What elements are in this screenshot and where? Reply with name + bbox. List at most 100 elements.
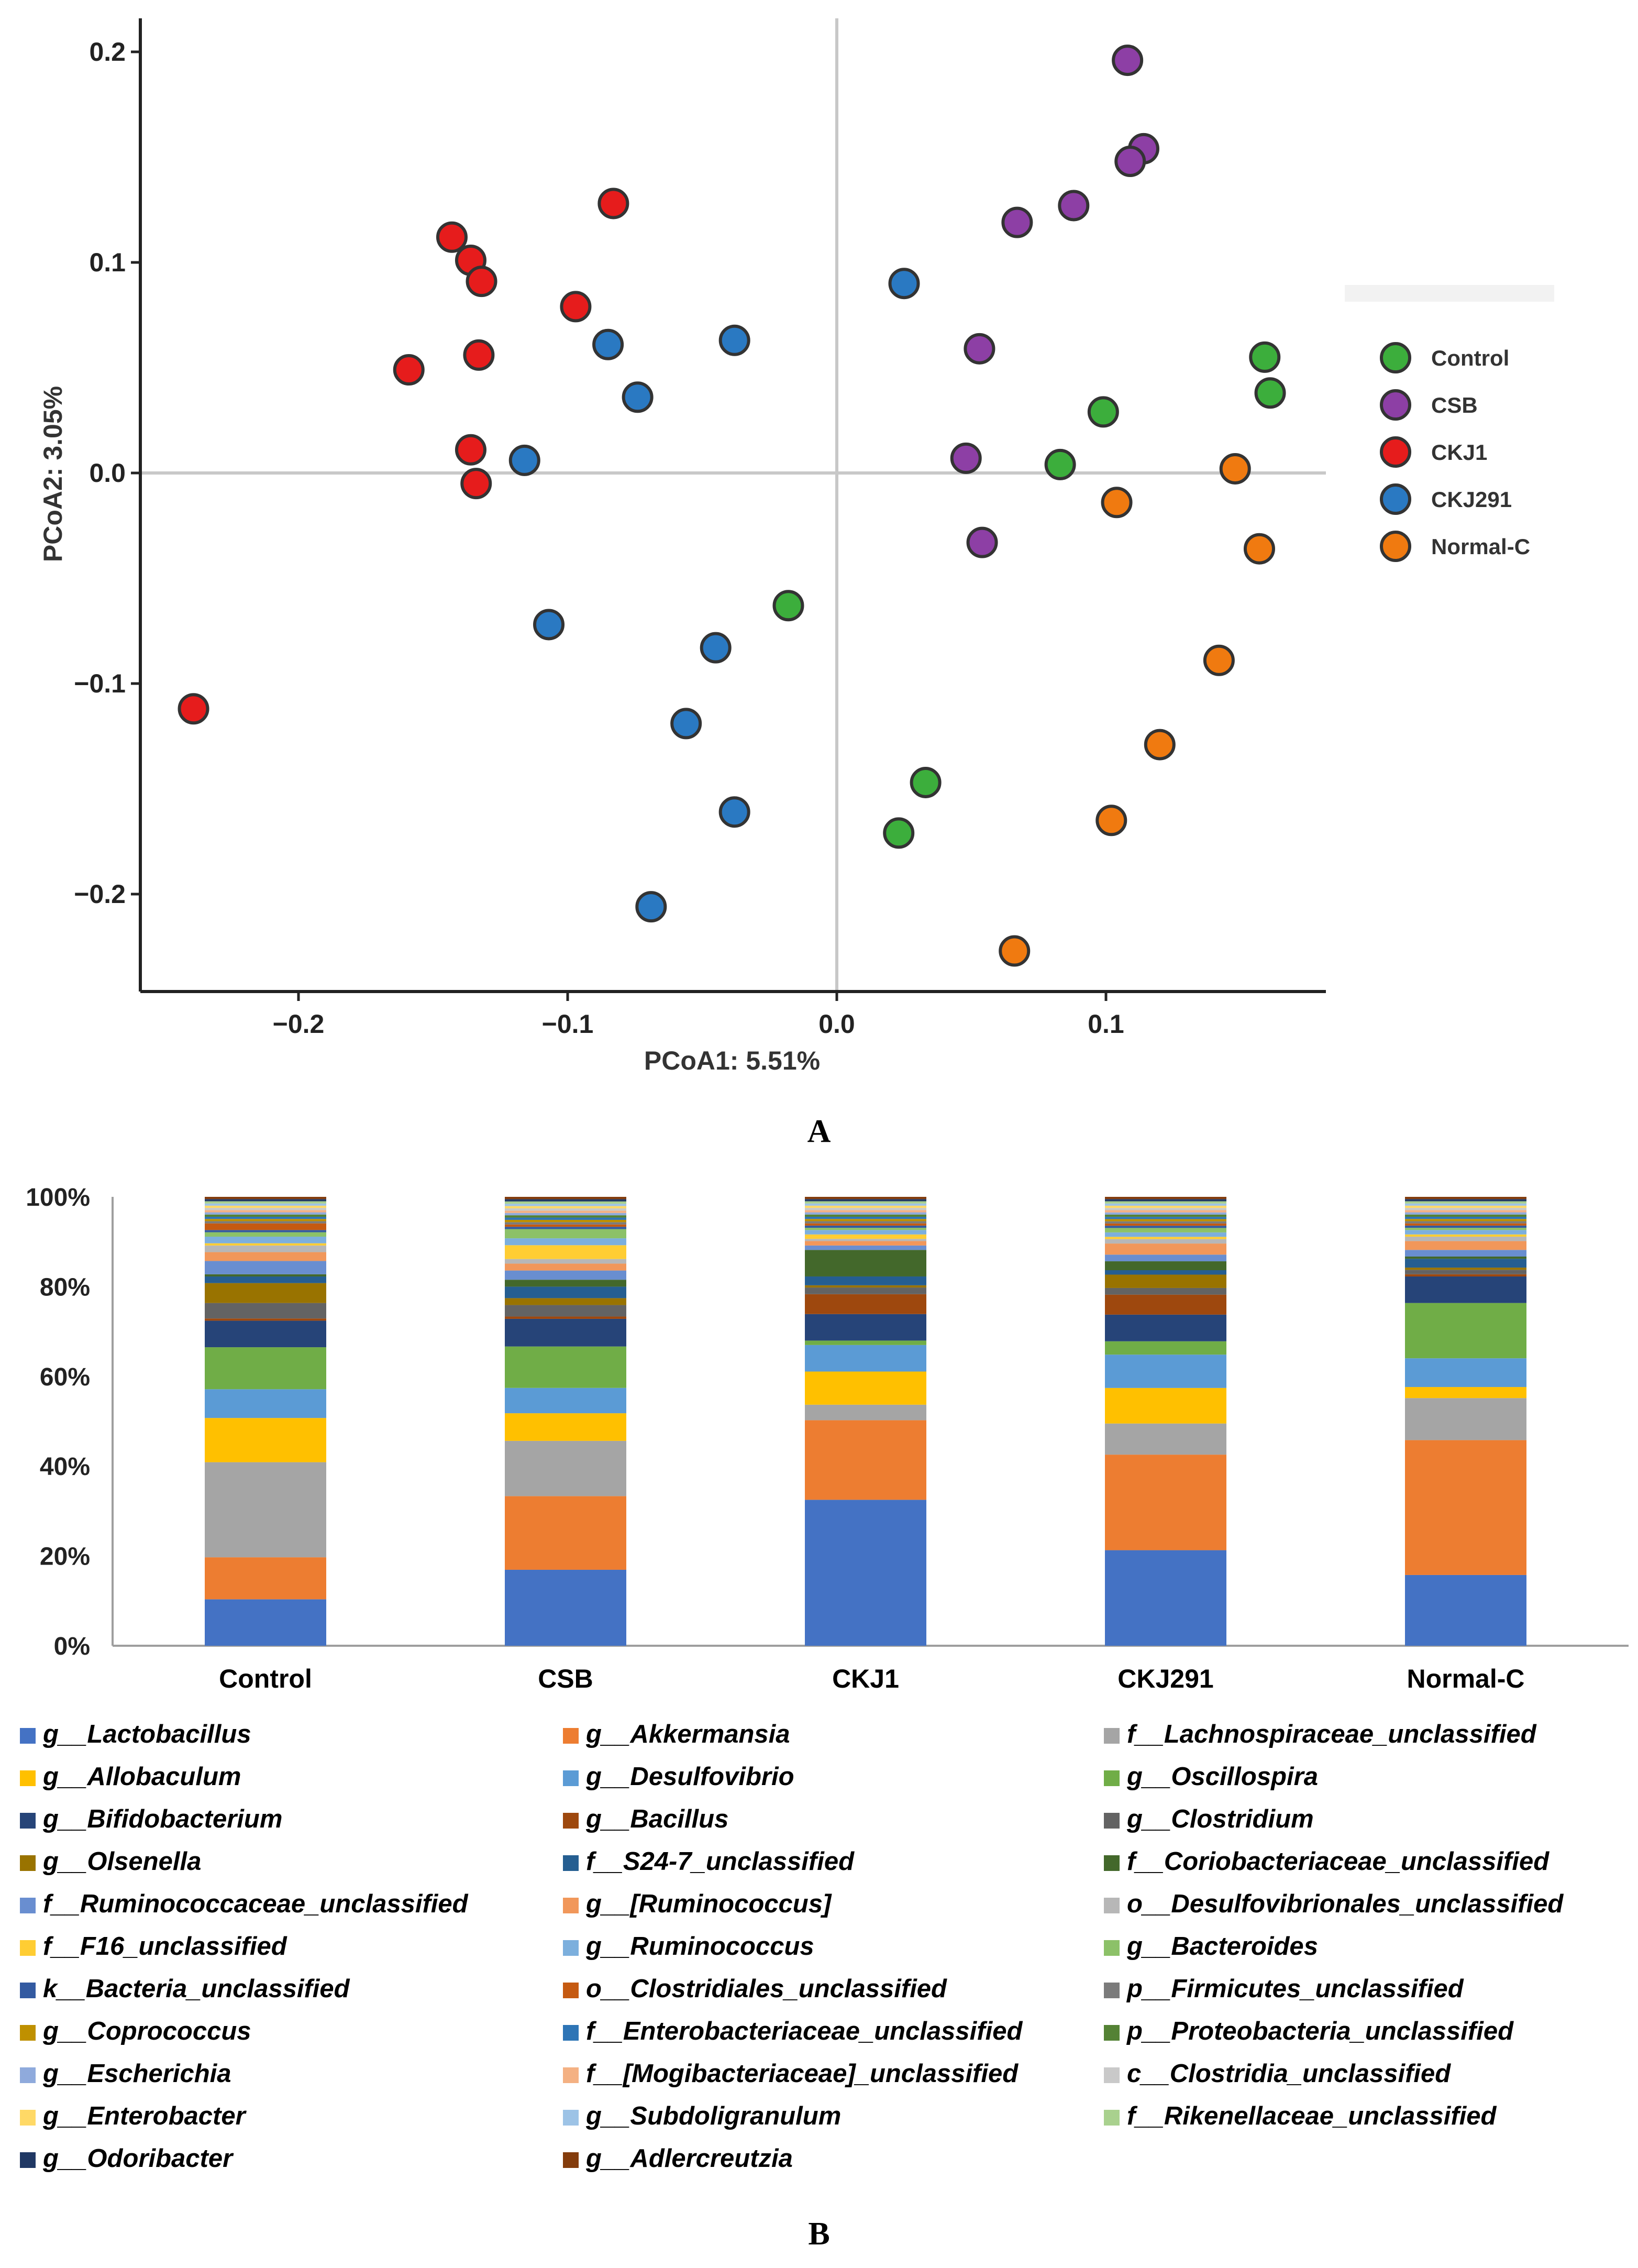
bar-segment xyxy=(1105,1203,1226,1206)
legend-swatch xyxy=(20,1940,36,1956)
y-tick-label: −0.2 xyxy=(74,879,126,909)
scatter-point-csb xyxy=(1112,45,1144,76)
bar-segment xyxy=(205,1243,326,1246)
bar-segment xyxy=(1405,1575,1526,1646)
bar-y-tick-label: 60% xyxy=(40,1363,90,1391)
bar-y-tick-label: 80% xyxy=(40,1273,90,1301)
scatter-point-ckj291 xyxy=(533,609,565,641)
scatter-legend: Control CSB CKJ1 CKJ291 Normal-C xyxy=(1380,342,1530,562)
bar-y-tick-label: 40% xyxy=(40,1453,90,1481)
legend-label: f__Rikenellaceae_unclassified xyxy=(1127,2102,1497,2130)
bar-stack-csb xyxy=(505,1197,626,1646)
bar-segment xyxy=(1105,1550,1226,1646)
x-axis-label: PCoA1: 5.51% xyxy=(644,1046,820,1075)
bar-segment xyxy=(1405,1241,1526,1250)
bar-segment xyxy=(205,1236,326,1243)
bar-segment xyxy=(505,1259,626,1264)
legend-label: f__Enterobacteriaceae_unclassified xyxy=(586,2017,1023,2045)
bar-segment xyxy=(1405,1268,1526,1270)
legend-swatch xyxy=(563,1813,579,1829)
bar-segment xyxy=(1105,1228,1226,1232)
legend-label-normal-c: Normal-C xyxy=(1431,534,1530,559)
bar-segment xyxy=(1105,1232,1226,1237)
bar-segment xyxy=(205,1462,326,1558)
legend-label: f__F16_unclassified xyxy=(43,1932,287,1961)
x-tick-label: 0.1 xyxy=(1088,1009,1124,1039)
bar-segment xyxy=(805,1219,926,1221)
scatter-point-ckj1 xyxy=(466,266,497,298)
legend-label-ckj1: CKJ1 xyxy=(1431,440,1487,465)
legend-label: g__Enterobacter xyxy=(42,2102,247,2130)
legend-label: f__Lachnospiraceae_unclassified xyxy=(1127,1720,1537,1748)
bar-segment xyxy=(205,1252,326,1261)
bar-segment xyxy=(205,1599,326,1646)
legend-swatch xyxy=(563,2067,579,2083)
legend-label: f__[Mogibacteriaceae]_unclassified xyxy=(586,2060,1019,2088)
bar-segment xyxy=(1405,1219,1526,1221)
bars xyxy=(205,1197,1526,1646)
bar-segment xyxy=(205,1208,326,1210)
bar-segment xyxy=(805,1210,926,1213)
bar-segment xyxy=(205,1230,326,1232)
legend-label: g__Lactobacillus xyxy=(42,1720,251,1748)
stacked-bar-chart: 0% 20% 40% 60% 80% 100% Control CSB CKJ1 CKJ291 N… xyxy=(26,1184,1629,1693)
legend-swatch xyxy=(563,1855,579,1871)
bar-segment xyxy=(205,1320,326,1348)
legend-swatch xyxy=(1104,1770,1120,1786)
bar-segment xyxy=(205,1199,326,1202)
legend-label: g__Ruminococcus xyxy=(585,1932,814,1961)
bar-segment xyxy=(205,1274,326,1276)
scatter-point-control xyxy=(883,817,915,849)
bar-segment xyxy=(505,1569,626,1646)
pcoa-scatter-plot: 0.2 0.1 0.0 −0.1 −0.2 −0.2 −0.1 0.0 0.1 PCoA1: … xyxy=(38,18,1554,1075)
legend-label: g__Escherichia xyxy=(42,2060,231,2088)
bar-stack-control xyxy=(205,1197,326,1646)
legend-entry: k__Bacteria_unclassified xyxy=(20,1975,350,2003)
legend-swatch xyxy=(20,1983,36,1998)
bar-segment xyxy=(505,1215,626,1218)
legend-entry: g__Subdoligranulum xyxy=(563,2102,841,2130)
bar-segment xyxy=(805,1340,926,1345)
legend-entry: g__[Ruminococcus] xyxy=(563,1890,832,1918)
legend-entry: g__Coprococcus xyxy=(20,2017,251,2045)
category-label: CKJ1 xyxy=(832,1664,899,1693)
scatter-point-ckj1 xyxy=(393,354,425,386)
bar-segment xyxy=(1105,1270,1226,1275)
legend-swatch xyxy=(1104,1728,1120,1744)
bar-segment xyxy=(1105,1239,1226,1244)
legend-marker-csb xyxy=(1380,389,1411,421)
legend-entry: o__Desulfovibrionales_unclassified xyxy=(1104,1890,1564,1918)
y-axis-ticks: 0.2 0.1 0.0 −0.1 −0.2 xyxy=(74,37,140,909)
bar-segment xyxy=(805,1228,926,1230)
legend-label: f__Coriobacteriaceae_unclassified xyxy=(1127,1847,1550,1876)
bar-segment xyxy=(205,1212,326,1215)
scatter-point-ckj291 xyxy=(635,891,667,923)
bar-segment xyxy=(505,1224,626,1227)
scatter-point-normal-c xyxy=(1095,805,1127,836)
bar-segment xyxy=(1105,1261,1226,1271)
bar-segment xyxy=(805,1197,926,1199)
bar-segment xyxy=(805,1225,926,1228)
bar-segment xyxy=(505,1213,626,1216)
bar-segment xyxy=(1105,1314,1226,1341)
legend-swatch xyxy=(1104,1813,1120,1829)
bar-stack-ckj1 xyxy=(805,1197,926,1646)
legend-label: g__Akkermansia xyxy=(585,1720,790,1748)
legend-label-csb: CSB xyxy=(1431,393,1478,417)
legend-label: g__Coprococcus xyxy=(42,2017,251,2045)
y-axis-label: PCoA2: 3.05% xyxy=(38,386,68,562)
bar-segment xyxy=(1105,1221,1226,1224)
legend-label: g__Bacillus xyxy=(585,1805,728,1833)
legend-label: g__Bifidobacterium xyxy=(42,1805,282,1833)
bar-segment xyxy=(1405,1225,1526,1228)
legend-frame-line xyxy=(1345,285,1554,302)
bar-segment xyxy=(205,1205,326,1208)
category-label: Normal-C xyxy=(1407,1664,1524,1693)
bar-segment xyxy=(1405,1387,1526,1399)
panel-label-b: B xyxy=(808,2216,829,2252)
bar-segment xyxy=(205,1347,326,1390)
legend-entry: o__Clostridiales_unclassified xyxy=(563,1975,947,2003)
scatter-point-ckj1 xyxy=(455,434,486,466)
bar-segment xyxy=(505,1305,626,1317)
